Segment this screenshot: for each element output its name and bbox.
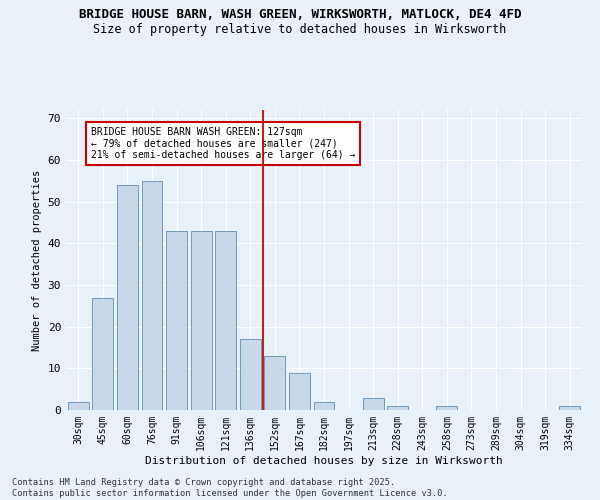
Bar (387, 406, 408, 410)
Bar (265, 356, 286, 410)
Bar (362, 398, 383, 410)
Bar (68, 402, 89, 410)
Text: BRIDGE HOUSE BARN, WASH GREEN, WIRKSWORTH, MATLOCK, DE4 4FD: BRIDGE HOUSE BARN, WASH GREEN, WIRKSWORT… (79, 8, 521, 20)
Bar (289, 372, 310, 410)
Text: Size of property relative to detached houses in Wirksworth: Size of property relative to detached ho… (94, 22, 506, 36)
X-axis label: Distribution of detached houses by size in Wirksworth: Distribution of detached houses by size … (145, 456, 503, 466)
Bar (166, 231, 187, 410)
Bar (92, 298, 113, 410)
Y-axis label: Number of detached properties: Number of detached properties (32, 170, 42, 350)
Bar (191, 231, 212, 410)
Text: Contains HM Land Registry data © Crown copyright and database right 2025.
Contai: Contains HM Land Registry data © Crown c… (12, 478, 448, 498)
Bar (117, 185, 138, 410)
Bar (314, 402, 334, 410)
Bar (142, 181, 163, 410)
Text: BRIDGE HOUSE BARN WASH GREEN: 127sqm
← 79% of detached houses are smaller (247)
: BRIDGE HOUSE BARN WASH GREEN: 127sqm ← 7… (91, 126, 355, 160)
Bar (240, 339, 261, 410)
Bar (559, 406, 580, 410)
Bar (436, 406, 457, 410)
Bar (215, 231, 236, 410)
